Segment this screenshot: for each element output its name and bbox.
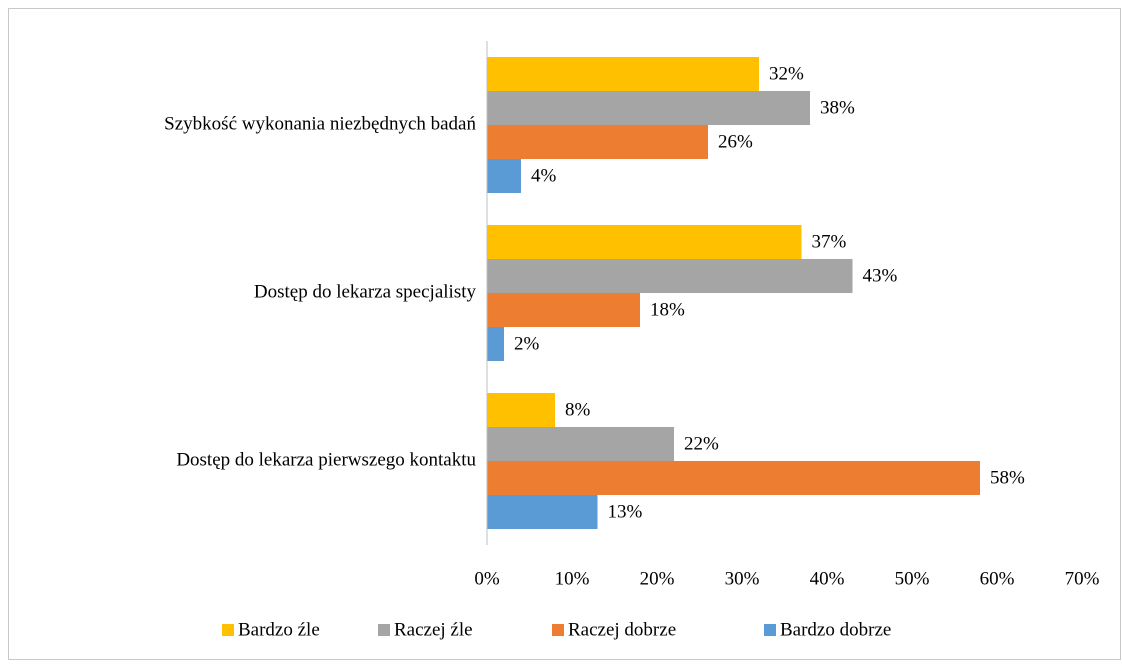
legend-label: Raczej źle: [394, 619, 473, 640]
legend-swatch: [378, 624, 390, 636]
bar: [487, 495, 598, 529]
x-tick-label: 10%: [555, 568, 590, 589]
value-label: 2%: [514, 333, 540, 354]
value-label: 38%: [820, 97, 855, 118]
legend-label: Bardzo źle: [238, 619, 320, 640]
bar: [487, 125, 708, 159]
bar: [487, 159, 521, 193]
value-label: 18%: [650, 299, 685, 320]
x-tick-label: 20%: [640, 568, 675, 589]
bar: [487, 461, 980, 495]
bar: [487, 57, 759, 91]
legend-label: Bardzo dobrze: [780, 619, 891, 640]
legend-label: Raczej dobrze: [568, 619, 676, 640]
value-label: 43%: [863, 265, 898, 286]
value-label: 8%: [565, 399, 591, 420]
legend-swatch: [764, 624, 776, 636]
bar: [487, 293, 640, 327]
value-label: 32%: [769, 63, 804, 84]
bar: [487, 259, 853, 293]
value-label: 13%: [608, 501, 643, 522]
category-label: Szybkość wykonania niezbędnych badań: [164, 113, 476, 134]
bar: [487, 91, 810, 125]
x-tick-label: 0%: [474, 568, 500, 589]
value-label: 26%: [718, 131, 753, 152]
legend-swatch: [552, 624, 564, 636]
x-tick-label: 30%: [725, 568, 760, 589]
bar: [487, 393, 555, 427]
bar: [487, 225, 802, 259]
category-label: Dostęp do lekarza specjalisty: [254, 281, 477, 302]
bar: [487, 327, 504, 361]
x-tick-label: 70%: [1065, 568, 1100, 589]
value-label: 58%: [990, 467, 1025, 488]
value-label: 22%: [684, 433, 719, 454]
x-tick-label: 40%: [810, 568, 845, 589]
category-label: Dostęp do lekarza pierwszego kontaktu: [176, 449, 476, 470]
legend-swatch: [222, 624, 234, 636]
x-tick-label: 60%: [980, 568, 1015, 589]
bar: [487, 427, 674, 461]
x-tick-label: 50%: [895, 568, 930, 589]
value-label: 37%: [812, 231, 847, 252]
value-label: 4%: [531, 165, 557, 186]
